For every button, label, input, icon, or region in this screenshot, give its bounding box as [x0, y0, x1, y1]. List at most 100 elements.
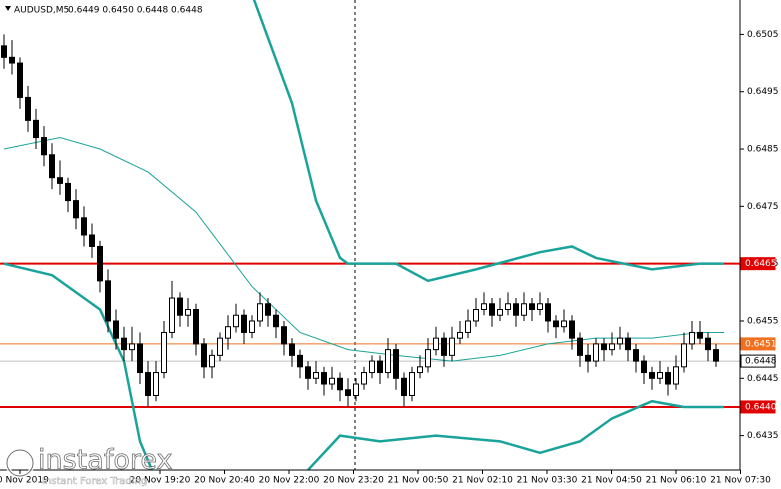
x-tick-label: 20 Nov 23:20: [323, 476, 384, 486]
candle-body: [193, 309, 199, 345]
price-label-box: [740, 354, 776, 368]
candle-body: [385, 349, 391, 374]
candle-body: [441, 337, 447, 356]
candle-body: [465, 320, 471, 333]
candle-body: [209, 354, 215, 368]
y-tick-label: 0.6495: [747, 87, 779, 97]
candle-body: [161, 331, 167, 374]
candle-body: [233, 314, 239, 328]
candle-body: [673, 366, 679, 385]
candle-body: [185, 309, 191, 316]
quote: 0.6449 0.6450 0.6448 0.6448: [68, 6, 203, 16]
candle-body: [337, 377, 343, 391]
candle-body: [625, 337, 631, 351]
candle-body: [433, 337, 439, 351]
candle-body: [257, 303, 263, 322]
candle-body: [1, 45, 7, 58]
candle-body: [25, 96, 31, 121]
candle-body: [529, 303, 535, 311]
candle-body: [313, 372, 319, 379]
x-tick-label: 21 Nov 07:30: [710, 476, 771, 486]
candle-body: [105, 280, 111, 322]
candle-body: [401, 377, 407, 396]
candle-body: [201, 343, 207, 368]
candle-body: [425, 349, 431, 368]
candle-body: [41, 137, 47, 156]
axes: 0.6505 0.6495 0.6485 0.6475 0.6465 0.6455 0.64…: [0, 30, 779, 486]
candle-body: [281, 326, 287, 345]
candle-body: [265, 303, 271, 316]
candle-body: [273, 314, 279, 328]
logo: [6, 449, 34, 477]
price-label-box: [740, 257, 776, 271]
price-label: 0.6465: [745, 259, 777, 269]
x-tick-label: 20 Nov 19:20: [130, 476, 191, 486]
indicator-line: [3, 262, 724, 470]
candle-body: [481, 303, 487, 311]
candle-body: [545, 303, 551, 322]
candle-body: [49, 154, 55, 179]
price-label-box: [740, 400, 776, 414]
candle-body: [601, 343, 607, 351]
candle-body: [617, 337, 623, 345]
candle-body: [321, 372, 327, 385]
candle-body: [497, 309, 503, 316]
candle-body: [289, 343, 295, 356]
candle-body: [305, 366, 311, 379]
candle-body: [593, 343, 599, 362]
candle-body: [409, 372, 415, 396]
candle-body: [697, 331, 703, 339]
candle-body: [577, 337, 583, 356]
candle-body: [361, 372, 367, 385]
candle-body: [657, 372, 663, 379]
candle-body: [297, 354, 303, 368]
candle-body: [81, 217, 87, 236]
candle-body: [113, 320, 119, 339]
x-tick-label: 20 Nov 20:40: [194, 476, 255, 486]
y-tick-label: 0.6445: [747, 374, 779, 384]
candle-body: [665, 372, 671, 385]
candle-body: [553, 320, 559, 328]
candle-body: [393, 349, 399, 379]
candle-body: [633, 349, 639, 362]
candle-body: [217, 337, 223, 356]
candle-body: [169, 297, 175, 333]
candle-body: [177, 297, 183, 316]
candle-body: [345, 389, 351, 396]
candle-body: [561, 320, 567, 328]
candle-body: [489, 303, 495, 316]
candle-body: [89, 234, 95, 247]
plot-area: [0, 0, 740, 470]
x-tick-label: 21 Nov 04:50: [581, 476, 642, 486]
candle-body: [17, 62, 23, 98]
candle-body: [641, 360, 647, 374]
x-tick-label: 21 Nov 03:30: [517, 476, 578, 486]
candle-body: [457, 331, 463, 339]
menu-arrow: [5, 6, 11, 11]
candle-body: [681, 343, 687, 368]
candle-body: [65, 182, 71, 202]
candle-body: [689, 331, 695, 345]
y-tick-label: 0.6505: [747, 30, 779, 40]
candle-body: [9, 56, 15, 64]
y-tick-label: 0.6475: [747, 202, 779, 212]
candle-body: [649, 372, 655, 379]
price-label-box: [740, 337, 776, 351]
x-tick-label: 20 Nov 2019: [0, 476, 49, 486]
candle-body: [329, 377, 335, 385]
y-tick-label: 0.6485: [747, 145, 779, 155]
candle-body: [33, 119, 39, 139]
candle-body: [473, 309, 479, 322]
candle-body: [521, 303, 527, 316]
brand: instaforex: [38, 445, 172, 476]
candle-body: [145, 372, 151, 396]
symbol: AUDUSD,M5: [14, 6, 69, 16]
candle-body: [129, 343, 135, 351]
candle-body: [57, 177, 63, 184]
candle-body: [97, 245, 103, 282]
x-tick-label: 21 Nov 06:10: [646, 476, 707, 486]
candle-body: [353, 383, 359, 396]
candle-body: [569, 320, 575, 339]
price-label: 0.6440: [745, 402, 777, 412]
watermark: instaforex Instant Forex Trading: [5, 444, 173, 487]
